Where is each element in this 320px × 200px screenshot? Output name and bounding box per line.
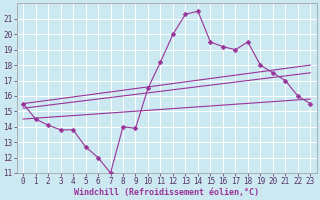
X-axis label: Windchill (Refroidissement éolien,°C): Windchill (Refroidissement éolien,°C) — [74, 188, 259, 197]
